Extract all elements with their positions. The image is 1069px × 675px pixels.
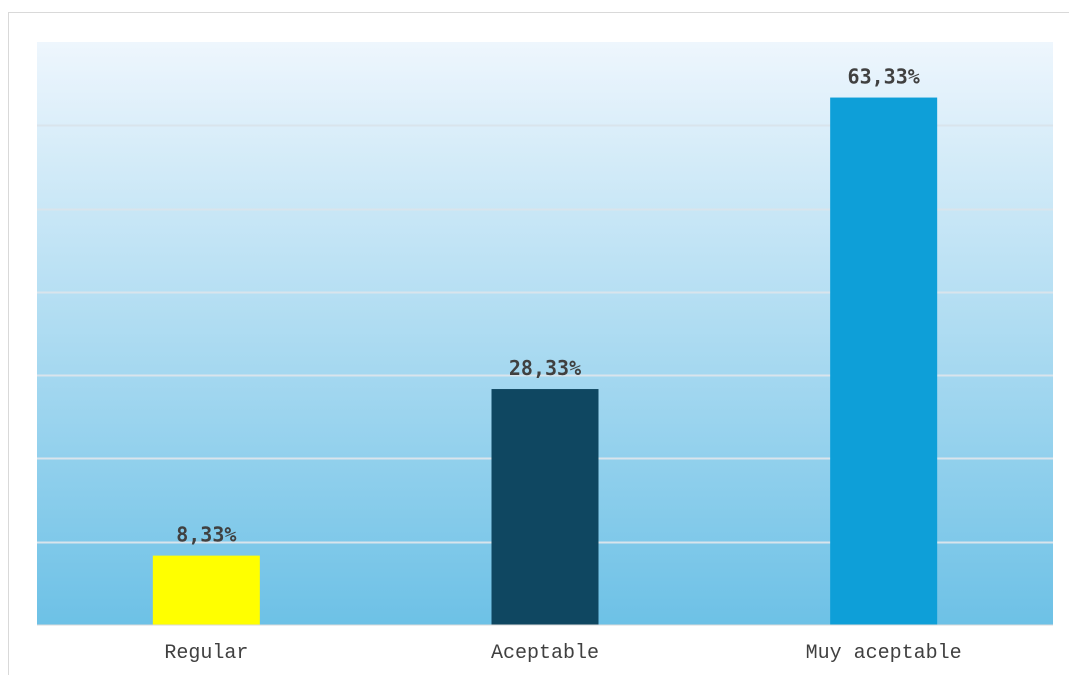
bar-aceptable: [491, 389, 599, 625]
x-tick-label: Muy aceptable: [806, 642, 962, 665]
bar-muy-aceptable: [830, 97, 938, 625]
x-tick-label: Aceptable: [491, 642, 599, 665]
data-label: 28,33%: [509, 356, 581, 380]
data-label: 63,33%: [848, 65, 920, 89]
data-labels: 8,33% 28,33% 63,33%: [176, 65, 920, 547]
data-label: 8,33%: [176, 523, 236, 547]
x-tick-label: Regular: [164, 642, 248, 665]
x-tick-labels: Regular Aceptable Muy aceptable: [164, 642, 961, 665]
bar-regular: [152, 555, 260, 625]
bars: [152, 97, 938, 625]
